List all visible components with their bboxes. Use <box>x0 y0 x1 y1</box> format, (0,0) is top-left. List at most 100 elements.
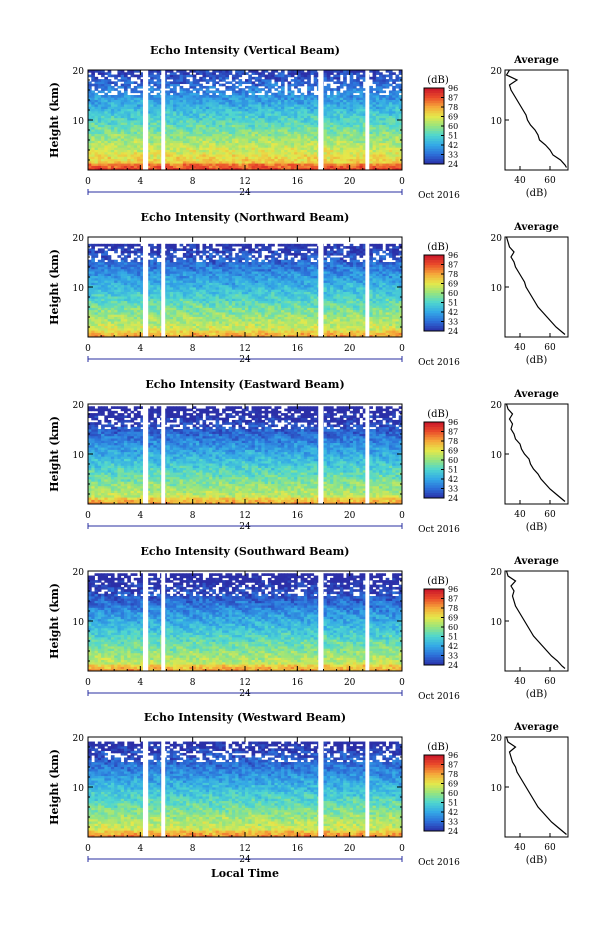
heatmap-cell <box>271 111 275 114</box>
heatmap-cell <box>343 79 347 82</box>
heatmap-cell <box>153 319 157 322</box>
heatmap-cell <box>206 330 210 333</box>
heatmap-cell <box>261 152 265 155</box>
heatmap-cell <box>350 77 354 80</box>
heatmap-cell <box>389 332 393 335</box>
heatmap-cell <box>173 140 177 143</box>
heatmap-cell <box>389 161 393 164</box>
heatmap-cell <box>376 321 380 324</box>
colorbar-band <box>424 129 444 132</box>
heatmap-cell <box>121 332 125 335</box>
heatmap-cell <box>327 79 331 82</box>
heatmap-cell <box>245 95 249 98</box>
heatmap-cell <box>199 326 203 329</box>
heatmap-cell <box>248 138 252 141</box>
heatmap-cell <box>301 102 305 105</box>
heatmap-cell <box>88 163 92 166</box>
heatmap-cell <box>261 97 265 100</box>
heatmap-cell <box>255 118 259 121</box>
heatmap-cell <box>157 93 161 96</box>
heatmap-cell <box>209 138 213 141</box>
heatmap-cell <box>150 131 154 134</box>
heatmap-cell <box>281 79 285 82</box>
heatmap-cell <box>281 319 285 322</box>
heatmap-cell <box>127 129 131 132</box>
heatmap-cell <box>268 321 272 324</box>
heatmap-cell <box>304 321 308 324</box>
heatmap-cell <box>180 154 184 157</box>
heatmap-cell <box>369 125 373 128</box>
heatmap-cell <box>324 122 328 125</box>
heatmap-cell <box>183 79 187 82</box>
heatmap-cell <box>356 330 360 333</box>
heatmap-cell <box>392 150 396 153</box>
heatmap-cell <box>153 136 157 139</box>
heatmap-cell <box>91 136 95 139</box>
heatmap-cell <box>104 140 108 143</box>
heatmap-cell <box>258 131 262 134</box>
heatmap-cell <box>101 321 105 324</box>
heatmap-cell <box>281 106 285 109</box>
heatmap-cell <box>278 75 282 78</box>
heatmap-cell <box>245 109 249 112</box>
heatmap-cell <box>95 122 99 125</box>
heatmap-cell <box>333 102 337 105</box>
heatmap-cell <box>291 102 295 105</box>
heatmap-cell <box>389 323 393 326</box>
heatmap-cell <box>301 131 305 134</box>
heatmap-cell <box>101 90 105 93</box>
heatmap-cell <box>274 111 278 114</box>
heatmap-cell <box>248 102 252 105</box>
heatmap-cell <box>167 330 171 333</box>
heatmap-cell <box>327 109 331 112</box>
heatmap-cell <box>281 97 285 100</box>
heatmap-cell <box>369 152 373 155</box>
heatmap-cell <box>176 115 180 118</box>
heatmap-cell <box>88 323 92 326</box>
heatmap-cell <box>157 88 161 91</box>
heatmap-cell <box>196 332 200 335</box>
heatmap-cell <box>232 97 236 100</box>
heatmap-cell <box>278 95 282 98</box>
heatmap-cell <box>356 122 360 125</box>
heatmap-cell <box>150 75 154 78</box>
heatmap-cell <box>333 88 337 91</box>
heatmap-cell <box>137 136 141 139</box>
heatmap-cell <box>340 111 344 114</box>
heatmap-cell <box>369 129 373 132</box>
heatmap-cell <box>297 147 301 150</box>
heatmap-cell <box>343 127 347 130</box>
heatmap-cell <box>288 332 292 335</box>
heatmap-cell <box>333 111 337 114</box>
heatmap-cell <box>242 115 246 118</box>
heatmap-cell <box>186 109 190 112</box>
heatmap-cell <box>382 102 386 105</box>
heatmap-cell <box>340 317 344 320</box>
heatmap-cell <box>307 88 311 91</box>
heatmap-cell <box>379 109 383 112</box>
heatmap-cell <box>170 129 174 132</box>
heatmap-cell <box>212 129 216 132</box>
heatmap-cell <box>271 75 275 78</box>
heatmap-cell <box>261 127 265 130</box>
heatmap-cell <box>261 165 265 168</box>
heatmap-cell <box>183 143 187 146</box>
heatmap-cell <box>176 332 180 335</box>
heatmap-cell <box>232 77 236 80</box>
heatmap-cell <box>173 145 177 148</box>
heatmap-cell <box>196 109 200 112</box>
heatmap-cell <box>222 136 226 139</box>
colorbar-tick-label: 33 <box>448 151 458 160</box>
heatmap-cell <box>114 113 118 116</box>
heatmap-cell <box>265 317 269 320</box>
heatmap-cell <box>265 93 269 96</box>
heatmap-cell <box>281 84 285 87</box>
heatmap-cell <box>288 159 292 162</box>
heatmap-cell <box>379 317 383 320</box>
heatmap-cell <box>376 140 380 143</box>
heatmap-cell <box>304 134 308 137</box>
heatmap-cell <box>359 138 363 141</box>
heatmap-cell <box>291 95 295 98</box>
heatmap-cell <box>337 143 341 146</box>
heatmap-cell <box>359 145 363 148</box>
